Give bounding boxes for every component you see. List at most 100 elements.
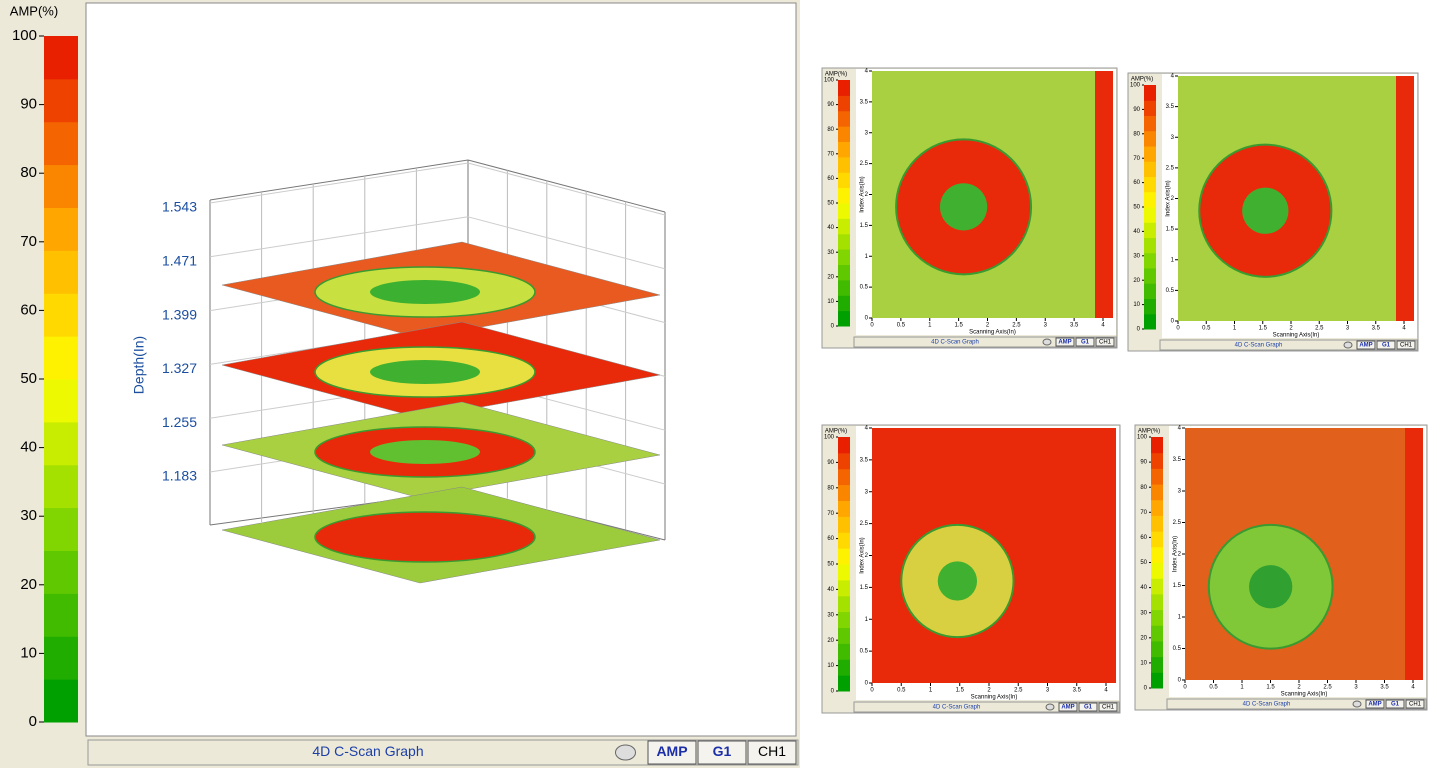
status-button-label[interactable]: AMP [656,743,687,759]
colorbar-tick-label: 90 [827,460,834,466]
colorbar-band [838,203,850,219]
y-tick-label: 2.5 [860,161,869,167]
depth-tick-label: 1.255 [162,414,197,430]
status-button[interactable] [1095,337,1115,347]
x-tick-label: 1.5 [954,323,963,329]
status-button-label[interactable]: G1 [1391,702,1400,708]
thumbnail-panel: AMP(%)010203040506070809010000.511.522.5… [1127,72,1419,352]
status-button[interactable] [1058,702,1078,712]
status-button[interactable] [1376,340,1396,350]
status-button-label[interactable]: CH1 [758,743,786,759]
colorbar-band [1144,298,1156,315]
status-button[interactable] [697,740,747,765]
status-button-label[interactable]: AMP [1359,343,1372,349]
status-button-label[interactable]: G1 [1081,340,1090,346]
status-button-label[interactable]: CH1 [1409,702,1422,708]
x-tick-label: 1 [928,323,932,329]
status-button[interactable] [1098,702,1118,712]
colorbar-tick-label: 0 [29,713,37,730]
colorbar-tick-label: 80 [827,485,834,491]
x-tick-label: 3 [1354,685,1358,691]
status-button[interactable] [1365,699,1385,709]
status-button[interactable] [1396,340,1416,350]
x-tick-label: 0.5 [897,688,906,694]
heatmap-strip [1095,71,1113,318]
y-tick-label: 1 [1171,257,1175,263]
y-tick-label: 0.5 [1173,646,1182,652]
y-tick-label: 0 [1171,319,1175,325]
colorbar-tick-label: 90 [20,96,37,113]
colorbar-band [838,627,850,644]
status-indicator [1042,338,1052,346]
status-bar [1166,698,1427,710]
status-button-label[interactable]: G1 [1084,705,1093,711]
colorbar-tick-label: 20 [1133,278,1140,284]
status-button[interactable] [1078,702,1098,712]
colorbar-band [44,250,78,294]
x-tick-label: 3 [1044,323,1048,329]
status-indicator [1045,703,1055,711]
y-axis-label: Index Axis(In) [860,537,866,573]
depth-tick-label: 1.543 [162,199,197,215]
status-button[interactable] [1356,340,1376,350]
y-tick-label: 2 [865,192,869,198]
colorbar-band [838,595,850,613]
colorbar-band [1151,672,1163,689]
colorbar-tick-label: 40 [827,587,834,593]
colorbar-tick-label: 40 [1140,585,1147,591]
x-tick-label: 3 [1346,326,1350,332]
status-button[interactable] [1055,337,1075,347]
colorbar-band [1151,452,1163,469]
colorbar-band [838,564,850,581]
colorbar-tick-label: 60 [1133,180,1140,186]
x-tick-label: 2.5 [1315,326,1324,332]
x-tick-label: 1 [1240,685,1244,691]
y-tick-label: 1.5 [1166,227,1175,233]
colorbar-title: AMP(%) [1131,77,1153,83]
colorbar-band [838,468,850,486]
status-button-label[interactable]: CH1 [1400,343,1413,349]
status-button-label[interactable]: AMP [1368,702,1381,708]
colorbar-band [838,172,850,189]
colorbar-tick-label: 60 [827,536,834,542]
colorbar-band [838,156,850,173]
x-tick-label: 2 [986,323,990,329]
colorbar-band [838,310,850,327]
status-indicator [1352,700,1362,708]
colorbar-band [1151,484,1163,501]
colorbar-band [44,164,78,208]
colorbar-tick-label: 80 [1140,485,1147,491]
x-axis-label: Scanning Axis(In) [1281,692,1328,698]
status-button[interactable] [647,740,697,765]
y-tick-label: 3.5 [1173,457,1182,463]
y-tick-label: 3 [865,130,869,136]
colorbar-tick-label: 60 [20,301,37,318]
y-tick-label: 0 [865,316,869,322]
y-tick-label: 1 [865,254,869,260]
status-button[interactable] [1385,699,1405,709]
status-button-label[interactable]: AMP [1058,340,1071,346]
status-button-label[interactable]: AMP [1061,705,1074,711]
status-button[interactable] [1405,699,1425,709]
status-button[interactable] [1075,337,1095,347]
x-tick-label: 3.5 [1073,688,1082,694]
x-axis-label: Scanning Axis(In) [971,695,1018,701]
colorbar-band [1151,593,1163,611]
status-button-label[interactable]: G1 [713,743,732,759]
status-button-label[interactable]: CH1 [1102,705,1115,711]
y-tick-label: 0 [1178,678,1182,684]
x-tick-label: 1.5 [1259,326,1268,332]
status-indicator [1343,341,1353,349]
colorbar-band [1144,222,1156,238]
y-tick-label: 1 [865,617,869,623]
x-tick-label: 0.5 [1202,326,1211,332]
y-tick-label: 2.5 [860,521,869,527]
status-button-label[interactable]: CH1 [1099,340,1112,346]
status-button[interactable] [747,740,797,765]
colorbar-title: AMP(%) [1138,429,1160,435]
colorbar-title: AMP(%) [825,72,847,78]
colorbar-band [838,500,850,517]
colorbar-band [838,484,850,501]
status-button-label[interactable]: G1 [1382,343,1391,349]
colorbar-band [44,78,78,123]
